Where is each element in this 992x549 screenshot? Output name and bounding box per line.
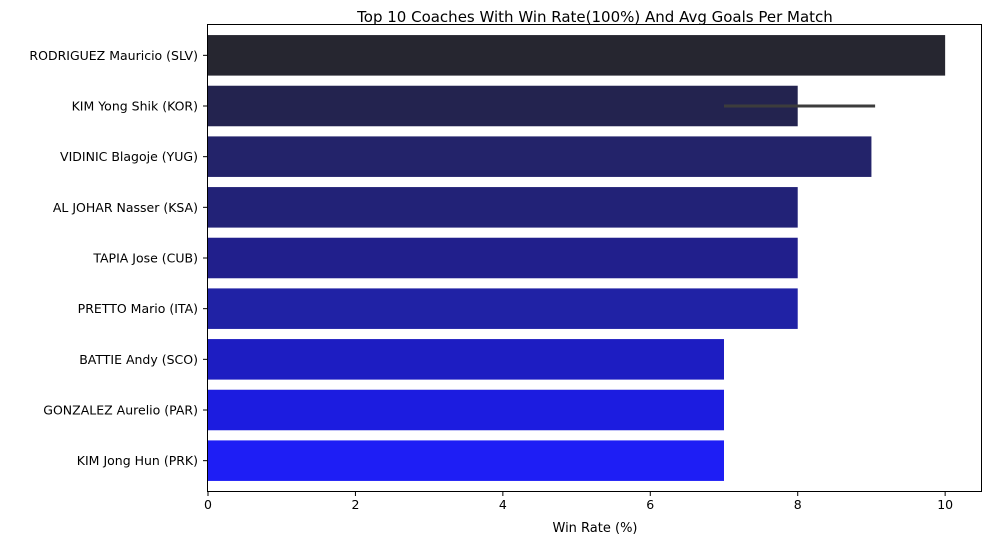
y-tick-label: VIDINIC Blagoje (YUG)	[60, 149, 198, 164]
x-tick-label: 4	[499, 497, 507, 512]
y-tick-label: TAPIA Jose (CUB)	[92, 251, 198, 266]
y-tick-labels: RODRIGUEZ Mauricio (SLV) KIM Yong Shik (K…	[29, 48, 208, 468]
x-tick-label: 6	[646, 497, 654, 512]
y-tick-label: KIM Yong Shik (KOR)	[72, 99, 198, 114]
y-tick-label: AL JOHAR Nasser (KSA)	[53, 200, 198, 215]
bar	[208, 85, 798, 127]
bar	[208, 288, 798, 329]
bar	[208, 440, 724, 481]
plot-frame	[207, 24, 982, 492]
bar	[208, 136, 872, 177]
y-tick-label: RODRIGUEZ Mauricio (SLV)	[29, 48, 198, 63]
x-axis-label: Win Rate (%)	[553, 521, 638, 536]
bar	[208, 187, 798, 228]
bar	[208, 35, 946, 76]
y-tick-label: PRETTO Mario (ITA)	[78, 301, 198, 316]
x-ticks: 0 2 4 6 8 10	[204, 491, 953, 512]
x-tick-label: 2	[351, 497, 359, 512]
bar	[208, 339, 724, 380]
x-tick-label: 0	[204, 497, 212, 512]
y-tick-label: GONZALEZ Aurelio (PAR)	[43, 403, 198, 418]
y-tick-label: BATTIE Andy (SCO)	[79, 352, 198, 367]
y-tick-label: KIM Jong Hun (PRK)	[77, 453, 198, 468]
chart-title: Top 10 Coaches With Win Rate(100%) And A…	[356, 8, 833, 26]
x-tick-label: 8	[794, 497, 802, 512]
x-tick-label: 10	[937, 497, 953, 512]
bar	[208, 389, 724, 431]
bars-group	[208, 35, 946, 481]
bar	[208, 237, 798, 279]
